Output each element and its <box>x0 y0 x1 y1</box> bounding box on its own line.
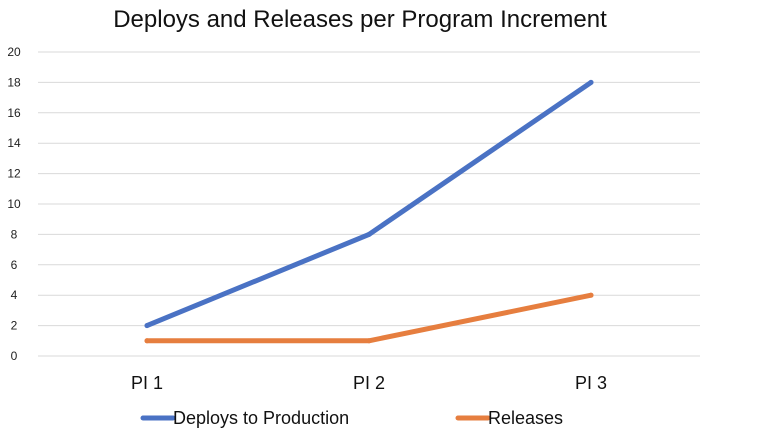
y-tick-label: 12 <box>7 167 21 181</box>
y-tick-label: 20 <box>7 45 21 59</box>
x-tick-label: PI 2 <box>353 373 385 393</box>
gridlines <box>38 51 700 357</box>
x-tick-label: PI 3 <box>575 373 607 393</box>
data-point <box>588 292 594 298</box>
data-point <box>366 231 372 237</box>
data-point <box>588 79 594 85</box>
data-point <box>144 323 150 329</box>
chart-title: Deploys and Releases per Program Increme… <box>113 6 607 33</box>
y-tick-label: 10 <box>7 197 21 211</box>
legend-label: Deploys to Production <box>173 408 349 428</box>
x-axis-ticks: PI 1 PI 2 PI 3 <box>131 373 607 393</box>
series-line-releases <box>144 292 594 344</box>
y-tick-label: 6 <box>11 258 18 272</box>
y-tick-label: 0 <box>11 349 18 363</box>
y-tick-label: 14 <box>7 136 21 150</box>
y-tick-label: 4 <box>11 288 18 302</box>
data-point <box>366 338 372 344</box>
x-tick-label: PI 1 <box>131 373 163 393</box>
legend: Deploys to Production Releases <box>140 408 563 428</box>
data-point <box>144 338 150 344</box>
y-tick-label: 18 <box>7 75 21 89</box>
y-tick-label: 16 <box>7 106 21 120</box>
y-axis-ticks: 0 2 4 6 8 10 12 14 16 18 20 <box>7 45 21 363</box>
legend-label: Releases <box>488 408 563 428</box>
y-tick-label: 8 <box>11 227 18 241</box>
y-tick-label: 2 <box>11 319 18 333</box>
series-lines <box>144 79 594 344</box>
